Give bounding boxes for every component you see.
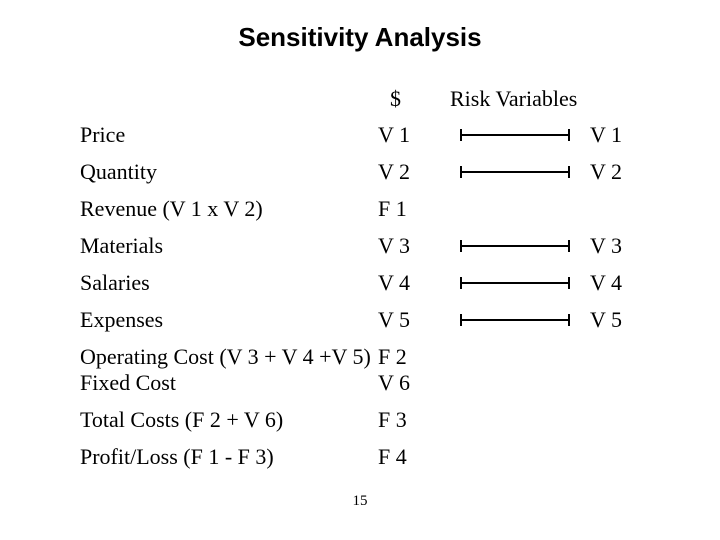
row-dollar: F 1 xyxy=(378,196,407,222)
row-dollar: V 5 xyxy=(378,307,410,333)
row-dollar: F 2 xyxy=(378,344,407,370)
row-label: Total Costs (F 2 + V 6) xyxy=(80,407,283,433)
row-label: Fixed Cost xyxy=(80,370,176,396)
range-mark xyxy=(460,164,570,180)
row-label: Materials xyxy=(80,233,163,259)
row-label: Revenue (V 1 x V 2) xyxy=(80,196,263,222)
row-risk: V 2 xyxy=(590,159,622,185)
range-mark xyxy=(460,312,570,328)
column-header-dollar: $ xyxy=(390,86,401,112)
row-dollar: V 4 xyxy=(378,270,410,296)
row-label: Profit/Loss (F 1 - F 3) xyxy=(80,444,274,470)
page-number: 15 xyxy=(0,493,720,510)
row-label: Quantity xyxy=(80,159,157,185)
column-header-risk: Risk Variables xyxy=(450,86,577,112)
row-label: Salaries xyxy=(80,270,150,296)
page-title: Sensitivity Analysis xyxy=(0,22,720,53)
row-risk: V 4 xyxy=(590,270,622,296)
row-label: Expenses xyxy=(80,307,163,333)
range-mark xyxy=(460,127,570,143)
row-dollar: F 3 xyxy=(378,407,407,433)
row-label: Price xyxy=(80,122,125,148)
row-dollar: V 6 xyxy=(378,370,410,396)
row-dollar: V 1 xyxy=(378,122,410,148)
row-label: Operating Cost (V 3 + V 4 +V 5) xyxy=(80,344,371,370)
row-risk: V 1 xyxy=(590,122,622,148)
row-risk: V 3 xyxy=(590,233,622,259)
row-dollar: F 4 xyxy=(378,444,407,470)
range-mark xyxy=(460,275,570,291)
row-risk: V 5 xyxy=(590,307,622,333)
row-dollar: V 2 xyxy=(378,159,410,185)
range-mark xyxy=(460,238,570,254)
row-dollar: V 3 xyxy=(378,233,410,259)
